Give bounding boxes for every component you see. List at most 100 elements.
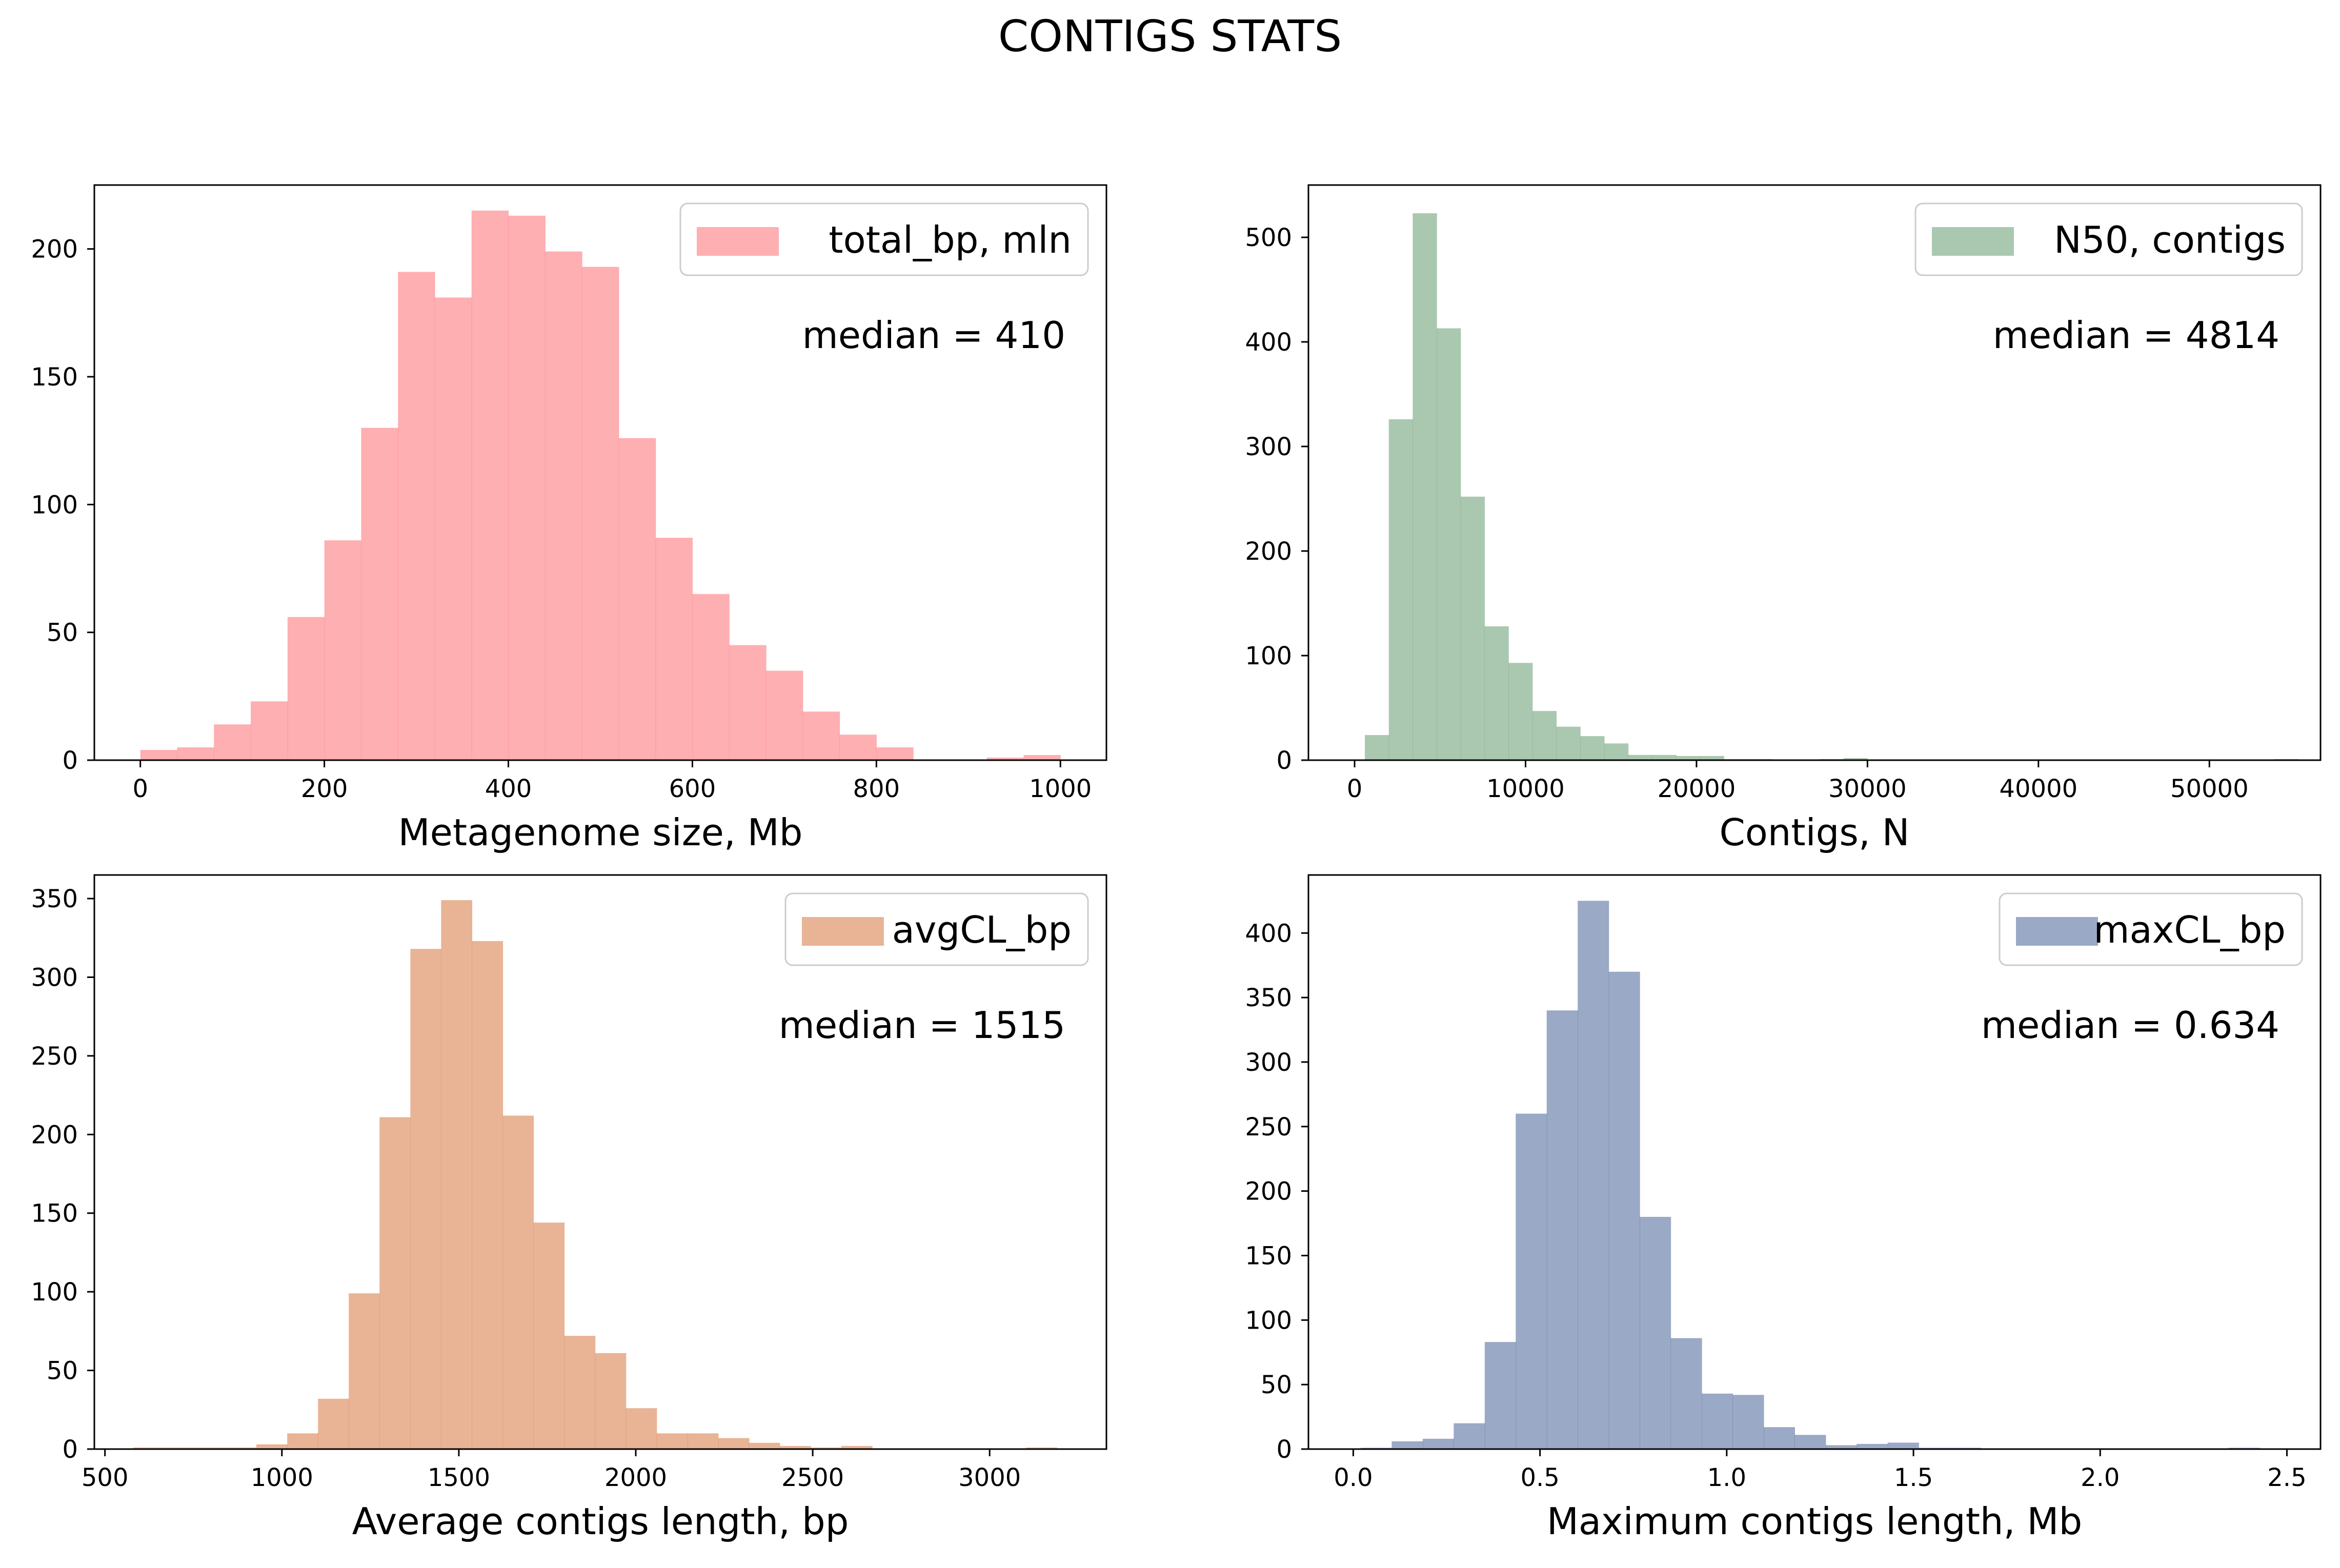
histogram-bar <box>876 747 914 760</box>
x-tick-label: 10000 <box>1486 775 1565 803</box>
x-tick-label: 3000 <box>958 1463 1021 1492</box>
y-tick-label: 300 <box>1245 1048 1292 1077</box>
histogram-bar <box>1676 756 1701 760</box>
y-tick-label: 250 <box>31 1042 78 1071</box>
x-tick-label: 2.5 <box>2267 1463 2306 1492</box>
x-tick-label: 600 <box>669 775 716 803</box>
histogram-bar <box>1546 1010 1578 1449</box>
y-tick-label: 400 <box>1245 919 1292 948</box>
y-tick-label: 0 <box>1276 1435 1292 1464</box>
histogram-bar <box>287 617 325 760</box>
legend-swatch <box>697 227 779 256</box>
histogram-bar <box>1825 1445 1857 1449</box>
histogram-bar <box>195 1447 226 1449</box>
y-tick-label: 200 <box>1245 1177 1292 1206</box>
legend-label: avgCL_bp <box>892 908 1072 951</box>
legend-label: N50, contigs <box>2054 218 2286 261</box>
histogram-bar <box>502 1115 534 1449</box>
histogram-bar <box>1026 1447 1057 1449</box>
y-tick-label: 100 <box>1245 1306 1292 1335</box>
x-axis-label: Metagenome size, Mb <box>398 811 803 854</box>
y-tick-label: 0 <box>62 746 78 775</box>
histogram-bar <box>533 1223 565 1449</box>
x-tick-label: 2.0 <box>2081 1463 2120 1492</box>
histogram-bar <box>349 1293 380 1449</box>
chart-panel-avgCL: 500 1000 1500 2000 2500 3000 0 50 100 150 200 250 30… <box>31 874 1107 1543</box>
axes-frame <box>93 184 1107 761</box>
y-tick-label: 150 <box>31 363 78 392</box>
x-axis-label: Average contigs length, bp <box>352 1500 849 1543</box>
x-tick-label: 1500 <box>428 1463 490 1492</box>
histogram-bar <box>1763 1427 1795 1449</box>
x-tick-label: 500 <box>82 1463 129 1492</box>
x-axis-label: Contigs, N <box>1719 811 1909 854</box>
histogram-bar <box>471 210 509 760</box>
histogram-bar <box>1670 1338 1702 1449</box>
axes-frame <box>93 874 1107 1450</box>
histogram-bar <box>1413 213 1437 761</box>
histogram-bar <box>133 1447 165 1449</box>
x-tick-label: 1000 <box>1029 775 1092 803</box>
y-tick-label: 100 <box>31 1278 78 1307</box>
chart-panel-N50: 0 10000 20000 30000 40000 50000 0 100 200 300 400 5… <box>1245 184 2322 854</box>
y-tick-label: 200 <box>31 1121 78 1149</box>
histogram-bar <box>1702 1393 1733 1449</box>
y-tick-label: 200 <box>31 235 78 264</box>
histogram-bar <box>1732 1395 1764 1449</box>
y-tick-label: 0 <box>1276 746 1292 775</box>
legend-box <box>679 202 1089 276</box>
histogram-bar <box>1454 1423 1485 1449</box>
x-tick-label: 30000 <box>1828 775 1907 803</box>
histogram-bar <box>1652 755 1677 760</box>
histogram-bar <box>318 1398 349 1449</box>
figure-title: CONTIGS STATS <box>998 11 1342 62</box>
x-tick-label: 2500 <box>781 1463 844 1492</box>
legend-swatch <box>2016 917 2098 946</box>
x-tick-label: 0.5 <box>1520 1463 1559 1492</box>
histogram-bar <box>1391 1441 1423 1449</box>
y-tick-label: 50 <box>47 619 78 647</box>
histogram-bar <box>214 724 251 760</box>
histogram-bar <box>810 1447 842 1449</box>
y-tick-label: 200 <box>1245 537 1292 566</box>
median-annotation: median = 410 <box>802 314 1065 357</box>
histogram-bar <box>1484 1342 1516 1449</box>
median-annotation: median = 4814 <box>1993 314 2280 357</box>
histogram-bar <box>508 215 546 761</box>
y-tick-label: 150 <box>1245 1241 1292 1270</box>
histogram-bar <box>1628 755 1652 760</box>
median-annotation: median = 1515 <box>779 1004 1065 1047</box>
x-tick-label: 0.0 <box>1334 1463 1373 1492</box>
median-annotation: median = 0.634 <box>1981 1004 2280 1047</box>
x-tick-label: 200 <box>301 775 348 803</box>
histogram-bar <box>656 1433 688 1449</box>
histogram-bar <box>655 538 693 760</box>
histogram-bar <box>986 758 1024 760</box>
histogram-bar <box>472 941 503 1449</box>
histogram-bar <box>839 735 877 760</box>
y-tick-label: 150 <box>31 1199 78 1228</box>
y-tick-label: 100 <box>1245 642 1292 670</box>
histogram-bar <box>379 1117 411 1449</box>
histogram-bar <box>1484 626 1509 760</box>
histogram-bar <box>1640 1216 1671 1449</box>
x-tick-label: 1.0 <box>1707 1463 1746 1492</box>
histogram-bar <box>1794 1435 1826 1449</box>
legend-box <box>784 892 1089 966</box>
histogram-bar <box>1857 1443 1888 1449</box>
legend-box <box>1914 202 2303 276</box>
histogram-bar <box>1532 711 1557 760</box>
histogram-bar <box>545 251 582 760</box>
x-axis-label: Maximum contigs length, Mb <box>1547 1500 2082 1543</box>
histogram-bar <box>1516 1113 1547 1449</box>
histogram-bar <box>177 747 214 760</box>
histogram-bar <box>1604 743 1629 760</box>
histogram-bar <box>398 272 435 760</box>
histogram-bar <box>410 949 442 1449</box>
histogram-bar <box>1460 496 1485 760</box>
histogram-bar <box>687 1433 719 1449</box>
histogram-bar <box>1508 663 1533 760</box>
histogram-bar <box>256 1444 288 1449</box>
y-tick-label: 400 <box>1245 328 1292 357</box>
